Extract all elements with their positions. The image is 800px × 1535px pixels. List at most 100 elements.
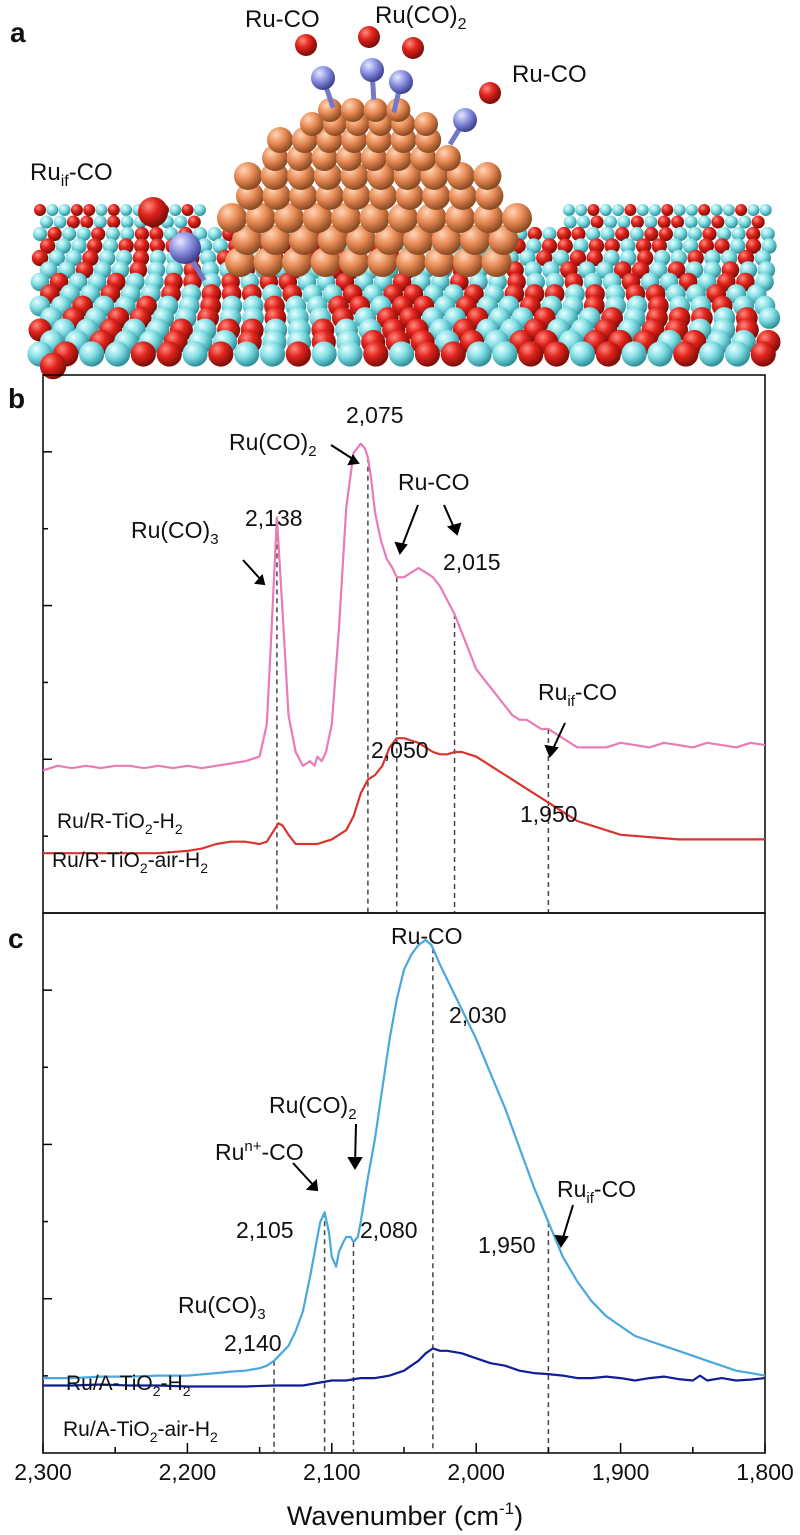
panel-c-series	[43, 938, 766, 1388]
titanium-atom	[710, 204, 723, 216]
oxygen-atom	[80, 215, 94, 229]
ann-c-ru-co3: Ru(CO)3	[178, 1292, 266, 1323]
series-line-b-0	[42, 442, 766, 772]
series-line-c-1	[43, 1347, 766, 1388]
ruthenium-atom	[317, 225, 348, 255]
legend-c-a-tio2-h2: Ru/A-TiO2-H2	[66, 1372, 191, 1399]
series-line-b-1	[43, 737, 765, 855]
ann-b-ru-co: Ru-CO	[398, 469, 470, 495]
x-tick-label: 2,200	[159, 1459, 217, 1485]
titanium-atom	[79, 341, 105, 367]
titanium-atom	[76, 226, 91, 242]
titanium-atom	[747, 204, 760, 216]
ruthenium-atom	[260, 225, 291, 255]
oxygen-atom	[590, 215, 604, 229]
oxygen-atom	[83, 204, 96, 216]
oxygen-atom	[635, 238, 652, 254]
oxygen-atom	[630, 215, 644, 229]
x-tick-label: 2,000	[447, 1459, 505, 1485]
titanium-atom	[684, 215, 698, 229]
panel-b-spectra: b Ru(CO)3 2,138 Ru(CO)2 2,075 Ru-CO 2,01…	[8, 374, 766, 914]
oxygen-atom	[750, 341, 776, 367]
titanium-atom	[731, 226, 746, 242]
titanium-atom	[104, 341, 131, 367]
oxygen-atom	[698, 204, 711, 216]
legend-b-r-tio2-air-h2: Ru/R-TiO2-air-H2	[52, 849, 208, 876]
titanium-atom	[647, 341, 673, 367]
titanium-atom	[673, 204, 686, 216]
panel-c-spectra: c Ru-CO 2,030 Ru(CO)2 Run+-CO 2,105 2,08…	[8, 912, 766, 1454]
oxygen-atom	[541, 238, 558, 254]
titanium-atom	[48, 249, 65, 267]
ann-c-2140: 2,140	[224, 1330, 282, 1356]
series-line-c-0	[43, 938, 766, 1380]
oxygen-atom	[187, 215, 201, 229]
ruthenium-atom	[416, 203, 447, 233]
titanium-atom	[724, 341, 751, 367]
titanium-atom	[722, 204, 735, 216]
oxygen-atom	[208, 341, 234, 367]
oxygen-atom	[571, 226, 586, 242]
x-tick-labels: 2,300 2,200 2,100 2,000 1,900 1,800	[14, 1459, 794, 1485]
oxygen-atom	[518, 341, 544, 367]
ruthenium-atom	[473, 162, 502, 190]
oxygen-atom	[658, 226, 674, 242]
oxygen-atom	[556, 226, 572, 242]
ann-c-ru-co: Ru-CO	[391, 923, 463, 949]
ruthenium-atom	[217, 203, 247, 233]
co-carbon-atom	[169, 232, 201, 264]
oxygen-atom	[657, 215, 671, 229]
oxygen-atom	[440, 341, 466, 367]
oxygen-atom	[746, 226, 761, 242]
oxygen-atom	[751, 215, 765, 229]
oxygen-atom	[39, 352, 67, 380]
titanium-atom	[120, 204, 133, 216]
ruthenium-atom	[245, 203, 276, 233]
titanium-atom	[120, 215, 134, 229]
ruthenium-atom	[300, 112, 324, 136]
panel-b-peak-guides	[276, 457, 550, 913]
co-oxygen-atom	[402, 37, 424, 59]
co-carbon-atom	[311, 66, 335, 90]
x-tick-label: 2,100	[303, 1459, 361, 1485]
co-oxygen-atom	[138, 197, 168, 227]
ruthenium-atom	[374, 225, 405, 255]
titanium-atom	[759, 204, 772, 216]
oxygen-atom	[544, 341, 570, 367]
titanium-atom	[717, 226, 732, 242]
titanium-atom	[563, 215, 577, 229]
legend-b-r-tio2-h2: Ru/R-TiO2-H2	[57, 810, 183, 837]
oxygen-atom	[651, 238, 667, 254]
titanium-atom	[760, 226, 775, 242]
oxygen-atom	[107, 204, 120, 216]
titanium-atom	[621, 341, 647, 367]
oxygen-atom	[285, 341, 311, 367]
titanium-atom	[685, 204, 698, 216]
oxygen-atom	[118, 238, 134, 254]
x-axis: 2,300 2,200 2,100 2,000 1,900 1,800 Wavenumbe…	[14, 1443, 794, 1531]
oxygen-atom	[735, 204, 748, 216]
ruthenium-atom	[346, 225, 376, 255]
titanium-atom	[182, 341, 208, 367]
titanium-atom	[207, 226, 222, 242]
titanium-atom	[259, 341, 286, 367]
titanium-atom	[629, 226, 644, 242]
oxygen-atom	[698, 238, 714, 254]
oxygen-atom	[671, 215, 685, 229]
titanium-atom	[542, 226, 557, 242]
ann-b-2050: 2,050	[371, 737, 429, 763]
oxygen-atom	[711, 215, 725, 229]
x-axis-label: Wavenumber (cm-1)	[287, 1499, 523, 1531]
co-carbon-atom	[453, 108, 477, 132]
label-ru-co2-top: Ru(CO)2	[375, 2, 467, 33]
x-tick-marks	[42, 1443, 766, 1453]
oxygen-atom	[66, 215, 80, 229]
oxygen-atom	[31, 249, 49, 267]
titanium-atom	[174, 215, 188, 229]
titanium-atom	[93, 215, 107, 229]
ruthenium-atom	[434, 145, 461, 171]
oxygen-atom	[615, 226, 630, 242]
ann-b-ru-co3: Ru(CO)3	[131, 517, 219, 548]
oxygen-atom	[47, 226, 62, 242]
